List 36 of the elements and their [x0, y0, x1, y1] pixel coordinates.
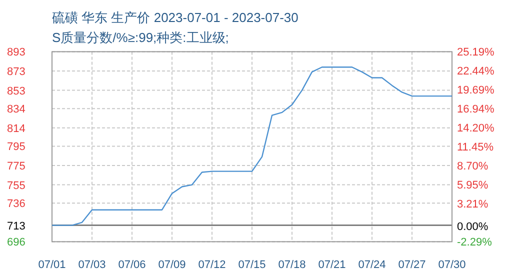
x-tick-label: 07/01 — [38, 259, 66, 271]
y-tick-label: 834 — [7, 104, 26, 116]
y-tick-label: 696 — [7, 236, 26, 249]
y2-tick-label: 5.95% — [457, 180, 488, 192]
y2-tick-label: 3.21% — [457, 198, 488, 211]
y2-tick-label: 0.00% — [457, 220, 488, 233]
y-tick-label: 736 — [7, 198, 26, 210]
y-tick-label: 775 — [7, 160, 26, 173]
y2-tick-label: 25.19% — [457, 46, 495, 59]
chart-title: 硫磺 华东 生产价 2023-07-01 - 2023-07-30 — [52, 10, 298, 25]
x-tick-label: 07/09 — [158, 259, 186, 271]
y2-tick-label: 19.69% — [457, 84, 495, 97]
y2-tick-label: 22.44% — [457, 66, 495, 78]
line-series — [51, 66, 453, 226]
x-tick-label: 07/24 — [358, 259, 386, 271]
y2-tick-label: 16.94% — [457, 104, 495, 116]
x-tick-label: 07/12 — [198, 259, 226, 271]
chart-subtitle: S质量分数/%≥:99;种类:工业级; — [52, 30, 229, 45]
y-tick-label: 814 — [7, 122, 26, 135]
y-tick-label: 853 — [7, 85, 26, 98]
x-tick-label: 07/06 — [118, 259, 146, 271]
x-tick-label: 07/03 — [78, 259, 106, 271]
y2-tick-label: 11.45% — [457, 142, 494, 154]
x-tick-label: 07/18 — [278, 259, 306, 271]
y2-tick-label: 8.70% — [457, 160, 488, 173]
y2-tick-label: -2.29% — [457, 236, 492, 249]
y-tick-label: 755 — [7, 180, 26, 192]
x-tick-label: 07/27 — [398, 259, 426, 271]
y-tick-label: 893 — [7, 46, 26, 59]
y-tick-label: 873 — [7, 66, 26, 78]
y-tick-label: 713 — [7, 220, 26, 232]
x-tick-label: 07/15 — [238, 259, 266, 271]
y-tick-label: 795 — [7, 141, 26, 154]
x-tick-label: 07/21 — [318, 259, 346, 271]
x-tick-label: 07/30 — [438, 259, 466, 271]
y2-tick-label: 14.20% — [457, 122, 495, 135]
